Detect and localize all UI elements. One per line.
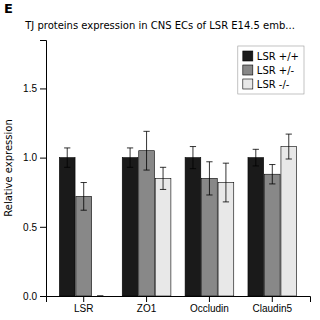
legend-item: LSR -/- (243, 79, 290, 90)
tick: 1.0 (23, 152, 46, 163)
legend-swatch (243, 51, 253, 61)
bar (76, 196, 92, 296)
tick-label: LSR (74, 303, 93, 314)
tick-label: Claudin5 (253, 303, 293, 314)
tick: 0.0 (23, 291, 46, 302)
tick-label: 1.5 (23, 83, 37, 94)
tick-mark (83, 296, 84, 302)
tick: ZO1 (137, 296, 157, 314)
legend-swatch (243, 79, 253, 89)
axis-line (47, 297, 311, 303)
bar-series (76, 131, 280, 296)
tick: 0.5 (23, 222, 46, 233)
error-bar (127, 148, 133, 167)
tick-label: 0.5 (23, 222, 37, 233)
legend-frame (238, 46, 304, 94)
legend-label: LSR +/+ (257, 51, 299, 62)
bar-series (59, 147, 263, 296)
error-bar (64, 148, 70, 167)
y-axis: 0.0 0.5 1.0 1.5 (23, 41, 46, 302)
error-bar (97, 296, 103, 297)
tick-label: ZO1 (137, 303, 157, 314)
annotation: E (4, 1, 13, 16)
y-axis-title: Relative expression (3, 119, 14, 216)
error-bar (269, 165, 275, 184)
bar (185, 158, 201, 296)
tick-label: 1.0 (23, 152, 37, 163)
bar (59, 158, 75, 296)
error-bar (81, 183, 87, 211)
tick-mark (40, 227, 46, 228)
error-bar (253, 149, 259, 166)
legend-label: LSR -/- (257, 79, 290, 90)
chart: 0.0 0.5 1.0 1.5 LSR ZO1 Occludin Claudin5 Relati… (0, 0, 320, 320)
bar (248, 158, 264, 296)
error-bar (190, 147, 196, 169)
tick-label: Occludin (190, 303, 229, 314)
bar (92, 296, 108, 297)
legend-label: LSR +/- (257, 65, 295, 76)
title: TJ proteins expression in CNS ECs of LSR… (24, 20, 295, 31)
plot-area (59, 131, 296, 296)
error-bar (160, 167, 166, 189)
tick-mark (40, 88, 46, 89)
tick-mark (272, 296, 273, 302)
tick-mark (146, 296, 147, 302)
error-bar (143, 131, 149, 170)
error-bar (223, 163, 229, 202)
tick-mark (209, 296, 210, 302)
bar-series (97, 134, 297, 296)
bar (155, 178, 171, 296)
legend-item: LSR +/+ (243, 51, 299, 62)
x-axis: LSR ZO1 Occludin Claudin5 (47, 296, 311, 314)
bar (281, 147, 297, 296)
tick: LSR (74, 296, 93, 314)
axis-line (40, 41, 47, 297)
tick: Claudin5 (253, 296, 293, 314)
bar (122, 158, 138, 296)
bar (139, 151, 155, 296)
error-bar (206, 162, 212, 195)
legend: LSR +/+ LSR +/- LSR -/- (238, 46, 304, 94)
legend-item: LSR +/- (243, 65, 295, 76)
tick-mark (40, 158, 46, 159)
tick: Occludin (190, 296, 229, 314)
bar (264, 174, 280, 296)
bar (202, 178, 218, 296)
legend-swatch (243, 65, 253, 75)
tick: 1.5 (23, 83, 46, 94)
error-bar (286, 134, 292, 159)
tick-mark (40, 296, 46, 297)
tick-label: 0.0 (23, 291, 37, 302)
